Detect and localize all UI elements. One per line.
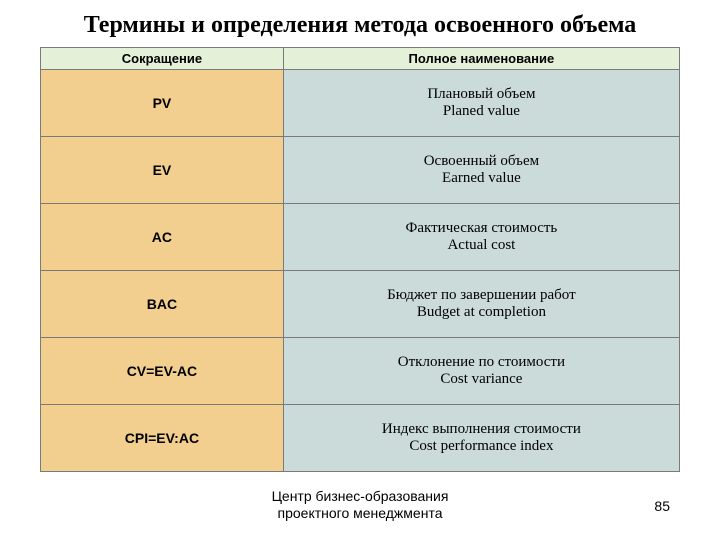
- full-ru: Освоенный объем: [288, 153, 675, 170]
- full-ru: Индекс выполнения стоимости: [288, 421, 675, 438]
- cell-abbr: PV: [41, 70, 284, 137]
- full-en: Earned value: [288, 170, 675, 187]
- footer-org-line2: проектного менеджмента: [278, 505, 443, 521]
- full-en: Actual cost: [288, 237, 675, 254]
- full-en: Budget at completion: [288, 304, 675, 321]
- cell-full: Плановый объемPlaned value: [283, 70, 679, 137]
- table-row: EVОсвоенный объемEarned value: [41, 137, 680, 204]
- full-ru: Плановый объем: [288, 86, 675, 103]
- cell-full: Фактическая стоимостьActual cost: [283, 204, 679, 271]
- footer-org: Центр бизнес-образования проектного мене…: [0, 488, 720, 522]
- table-body: PVПлановый объемPlaned valueEVОсвоенный …: [41, 70, 680, 472]
- header-full: Полное наименование: [283, 48, 679, 70]
- cell-full: Индекс выполнения стоимостиCost performa…: [283, 405, 679, 472]
- cell-full: Бюджет по завершении работBudget at comp…: [283, 271, 679, 338]
- slide: Термины и определения метода освоенного …: [0, 0, 720, 540]
- full-en: Planed value: [288, 103, 675, 120]
- cell-abbr: AC: [41, 204, 284, 271]
- full-en: Cost variance: [288, 371, 675, 388]
- footer: Центр бизнес-образования проектного мене…: [0, 488, 720, 522]
- cell-abbr: CV=EV-AC: [41, 338, 284, 405]
- cell-abbr: CPI=EV:AC: [41, 405, 284, 472]
- table-row: ACФактическая стоимостьActual cost: [41, 204, 680, 271]
- footer-org-line1: Центр бизнес-образования: [272, 488, 449, 504]
- page-title: Термины и определения метода освоенного …: [40, 12, 680, 39]
- full-ru: Фактическая стоимость: [288, 220, 675, 237]
- cell-full: Отклонение по стоимостиCost variance: [283, 338, 679, 405]
- table-row: PVПлановый объемPlaned value: [41, 70, 680, 137]
- full-ru: Бюджет по завершении работ: [288, 287, 675, 304]
- table-row: BACБюджет по завершении работBudget at c…: [41, 271, 680, 338]
- table-row: CV=EV-ACОтклонение по стоимостиCost vari…: [41, 338, 680, 405]
- header-abbr: Сокращение: [41, 48, 284, 70]
- table-row: CPI=EV:ACИндекс выполнения стоимостиCost…: [41, 405, 680, 472]
- cell-abbr: EV: [41, 137, 284, 204]
- full-en: Cost performance index: [288, 438, 675, 455]
- cell-abbr: BAC: [41, 271, 284, 338]
- cell-full: Освоенный объемEarned value: [283, 137, 679, 204]
- page-number: 85: [654, 498, 670, 514]
- terms-table: Сокращение Полное наименование PVПлановы…: [40, 47, 680, 472]
- table-header-row: Сокращение Полное наименование: [41, 48, 680, 70]
- full-ru: Отклонение по стоимости: [288, 354, 675, 371]
